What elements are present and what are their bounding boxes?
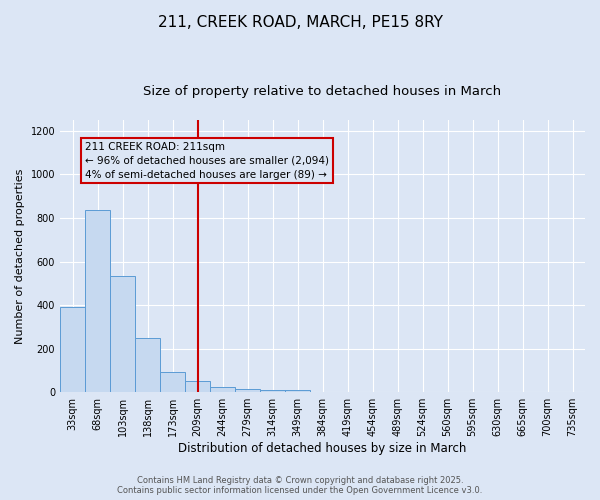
Text: Contains HM Land Registry data © Crown copyright and database right 2025.
Contai: Contains HM Land Registry data © Crown c… xyxy=(118,476,482,495)
Bar xyxy=(185,382,210,392)
Bar xyxy=(210,387,235,392)
Y-axis label: Number of detached properties: Number of detached properties xyxy=(15,168,25,344)
Bar xyxy=(135,338,160,392)
Bar xyxy=(60,308,85,392)
Text: 211, CREEK ROAD, MARCH, PE15 8RY: 211, CREEK ROAD, MARCH, PE15 8RY xyxy=(157,15,443,30)
Bar xyxy=(110,276,135,392)
Bar xyxy=(285,390,310,392)
Bar xyxy=(260,390,285,392)
X-axis label: Distribution of detached houses by size in March: Distribution of detached houses by size … xyxy=(178,442,467,455)
Title: Size of property relative to detached houses in March: Size of property relative to detached ho… xyxy=(143,85,502,98)
Bar xyxy=(85,210,110,392)
Bar xyxy=(235,389,260,392)
Text: 211 CREEK ROAD: 211sqm
← 96% of detached houses are smaller (2,094)
4% of semi-d: 211 CREEK ROAD: 211sqm ← 96% of detached… xyxy=(85,142,329,180)
Bar xyxy=(160,372,185,392)
